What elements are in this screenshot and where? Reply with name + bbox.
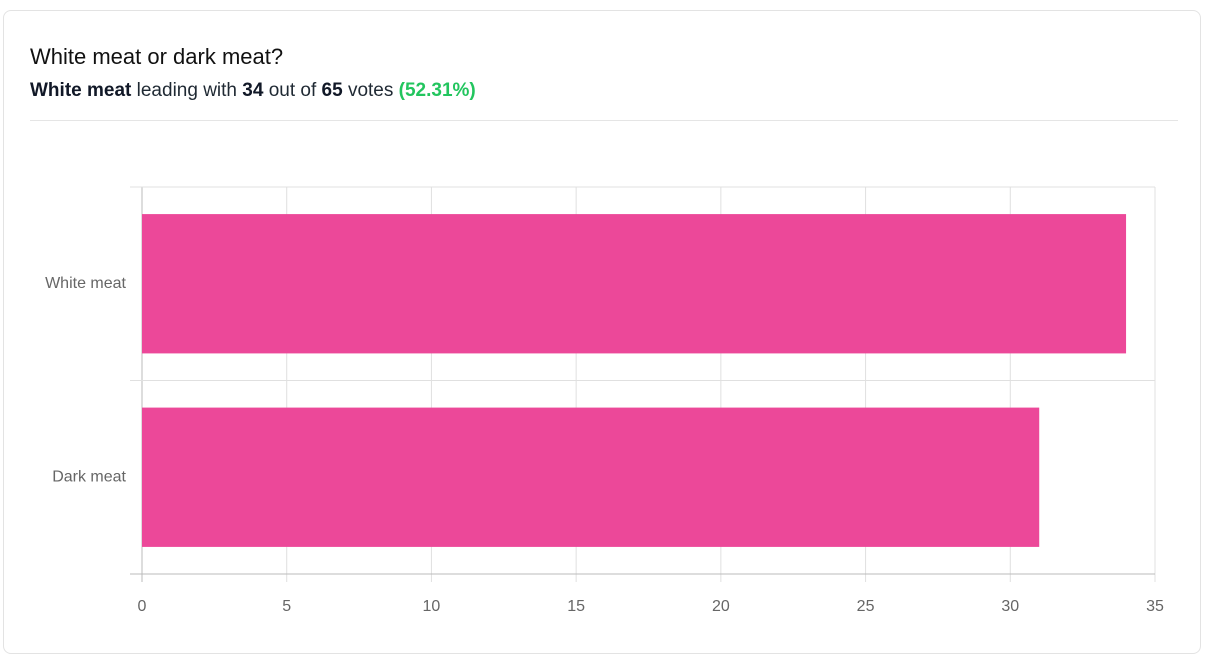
y-tick-label: Dark meat (52, 468, 126, 485)
leader-votes: 34 (242, 80, 264, 101)
x-tick-label: 15 (567, 598, 585, 615)
summary-text: leading with (136, 80, 237, 101)
divider (30, 120, 1178, 121)
x-tick-label: 5 (282, 598, 291, 615)
bar (142, 214, 1127, 354)
poll-card (3, 10, 1201, 654)
y-tick-label: White meat (45, 275, 126, 292)
x-tick-label: 20 (712, 598, 730, 615)
bar (142, 407, 1040, 547)
x-tick-label: 10 (423, 598, 441, 615)
x-tick-label: 0 (138, 598, 147, 615)
poll-summary: White meat leading with 34 out of 65 vot… (30, 80, 476, 102)
total-votes: 65 (321, 80, 343, 101)
summary-text: out of (268, 80, 317, 101)
x-tick-label: 25 (857, 598, 875, 615)
leader: White meat (30, 80, 132, 101)
x-tick-label: 35 (1146, 598, 1164, 615)
leader-percent: (52.31%) (398, 80, 476, 101)
x-tick-label: 30 (1001, 598, 1019, 615)
summary-text: votes (347, 80, 394, 101)
poll-title: White meat or dark meat? (30, 44, 284, 69)
